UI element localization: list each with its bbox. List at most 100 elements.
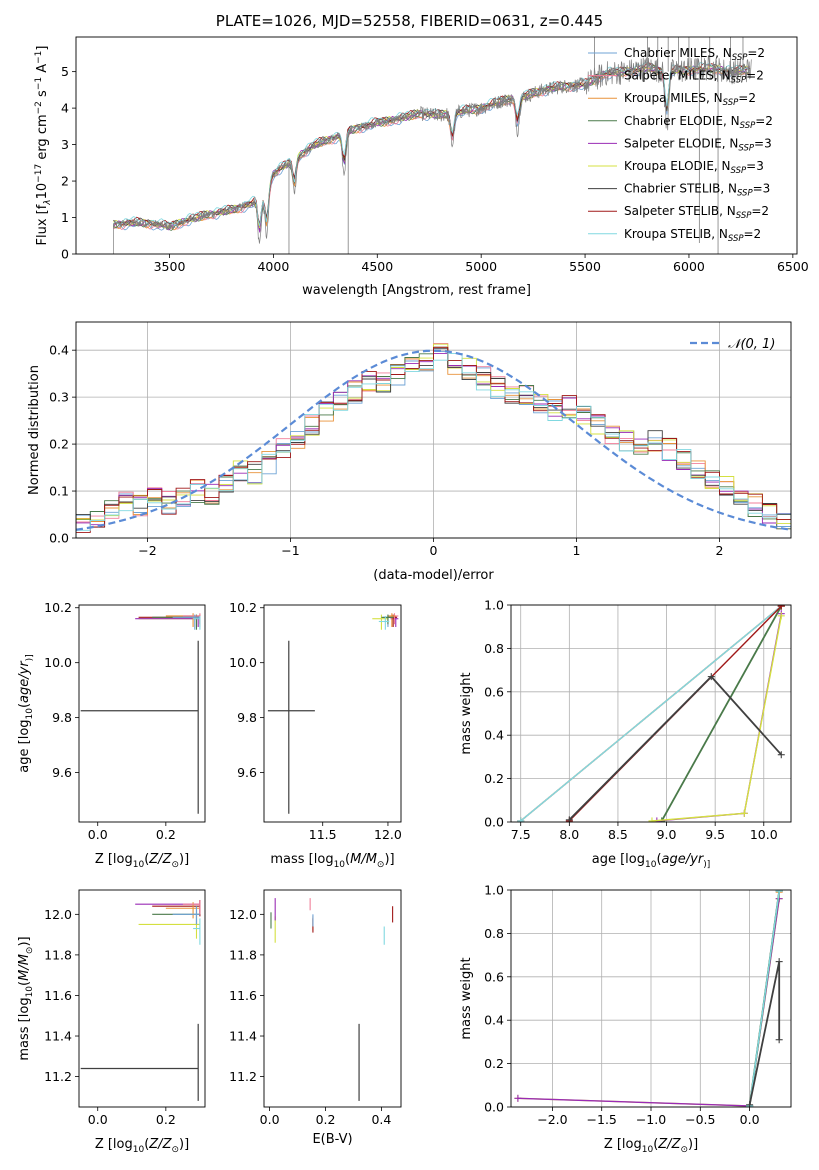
z-age-plot-area bbox=[80, 613, 201, 814]
y-tick-label: 0.4 bbox=[484, 1013, 504, 1028]
mass-age-xlabel: mass [log10(M/M⊙)] bbox=[270, 852, 394, 870]
z-mass-xlabel: Z [log10(Z/Z⊙)] bbox=[95, 1137, 189, 1155]
x-tick-label: −2.0 bbox=[537, 1112, 567, 1127]
y-tick-label: 11.6 bbox=[229, 988, 257, 1003]
spectrum-ylabel: Flux [fλ10−17 erg cm−2 s−1 A−1] bbox=[34, 46, 53, 246]
y-tick-label: 1.0 bbox=[484, 598, 504, 613]
residuals-plot-area bbox=[76, 343, 791, 538]
hist-salpeter-stelib bbox=[76, 346, 791, 538]
axes-frame bbox=[75, 36, 798, 255]
y-tick-label: 2 bbox=[61, 174, 69, 189]
y-tick-label: 0.6 bbox=[484, 684, 504, 699]
x-tick-label: 0.2 bbox=[156, 827, 176, 842]
y-tick-label: 10.0 bbox=[44, 655, 72, 670]
z-weight-xlabel: Z [log10(Z/Z⊙)] bbox=[604, 1137, 698, 1155]
legend-normal: 𝒩(0, 1) bbox=[728, 337, 775, 352]
y-tick-label: 10.0 bbox=[229, 655, 257, 670]
x-tick-label: 4500 bbox=[361, 259, 393, 274]
y-tick-label: 0.2 bbox=[484, 1056, 504, 1071]
y-tick-label: 0.4 bbox=[484, 728, 504, 743]
y-tick-label: 11.2 bbox=[229, 1069, 257, 1084]
x-tick-label: 12.0 bbox=[374, 827, 402, 842]
weight-line-kroupa-stelib bbox=[520, 605, 782, 822]
weight-line-salpeter-elodie bbox=[517, 898, 780, 1107]
z-mass-panel: 0.0 0.2 11.2 11.4 11.6 11.8 12.0 Z [log10(Z/Z⊙)… bbox=[17, 889, 206, 1155]
y-tick-label: 0.3 bbox=[49, 390, 69, 405]
y-tick-label: 0.8 bbox=[484, 926, 504, 941]
x-tick-label: −2 bbox=[138, 543, 156, 558]
weight-line-kroupa-stelib bbox=[748, 891, 780, 1106]
x-tick-label: 9.5 bbox=[705, 827, 725, 842]
age-weight-plot-area bbox=[517, 605, 785, 822]
ebv-mass-xlabel: E(B-V) bbox=[312, 1132, 352, 1147]
axes-frame bbox=[78, 604, 206, 823]
residuals-xlabel: (data-model)/error bbox=[373, 568, 494, 583]
legend-entry: Salpeter STELIB, NSSP=2 bbox=[624, 204, 769, 221]
x-tick-label: −1.5 bbox=[587, 1112, 617, 1127]
spectrum-ylabel-text: Flux [fλ10−17 erg cm−2 s−1 A−1] bbox=[34, 46, 53, 246]
axes-frame bbox=[510, 604, 792, 823]
y-tick-label: 0.6 bbox=[484, 969, 504, 984]
y-tick-label: 11.4 bbox=[229, 1029, 257, 1044]
y-tick-label: 9.8 bbox=[237, 710, 257, 725]
residuals-panel: −2 −1 0 1 2 0.0 0.1 0.2 0.3 0.4 (data-model)/error… bbox=[27, 321, 792, 583]
data-spectrum bbox=[113, 55, 752, 254]
x-tick-label: 8.5 bbox=[608, 827, 628, 842]
normal-curve bbox=[76, 349, 791, 531]
x-tick-label: 5500 bbox=[569, 259, 601, 274]
y-tick-label: 11.2 bbox=[44, 1069, 72, 1084]
x-tick-label: 11.5 bbox=[309, 827, 337, 842]
y-tick-label: 3 bbox=[61, 137, 69, 152]
x-tick-label: 3500 bbox=[154, 259, 186, 274]
z-mass-ylabel: mass [log10(M/M⊙)] bbox=[17, 936, 35, 1060]
y-tick-label: 12.0 bbox=[44, 907, 72, 922]
axes-frame bbox=[510, 889, 792, 1108]
x-tick-label: −0.5 bbox=[685, 1112, 715, 1127]
x-tick-label: 0.2 bbox=[316, 1112, 336, 1127]
y-tick-label: 12.0 bbox=[229, 907, 257, 922]
legend-entry: Kroupa STELIB, NSSP=2 bbox=[624, 227, 761, 244]
ebv-mass-plot-area bbox=[270, 898, 394, 1101]
y-tick-label: 11.8 bbox=[229, 947, 257, 962]
x-tick-label: 0.2 bbox=[156, 1112, 176, 1127]
legend-entry: Kroupa MILES, NSSP=2 bbox=[624, 91, 756, 108]
ebv-mass-panel: 0.0 0.2 0.4 11.2 11.4 11.6 11.8 12.0 E(B-V) bbox=[229, 889, 402, 1147]
y-tick-label: 9.6 bbox=[237, 765, 257, 780]
weight-line-kroupa-elodie bbox=[517, 898, 780, 1107]
y-tick-label: 10.2 bbox=[44, 600, 72, 615]
z-age-ylabel-text: age [log10(age/yr)] bbox=[17, 654, 35, 772]
mass-age-panel: 11.5 12.0 9.6 9.8 10.0 10.2 mass [log10(M/M⊙)] bbox=[229, 600, 402, 870]
spectrum-plot-area bbox=[113, 37, 752, 254]
y-tick-label: 0.0 bbox=[49, 531, 69, 546]
y-tick-label: 10.2 bbox=[229, 600, 257, 615]
model-line-kroupa-stelib bbox=[113, 61, 751, 227]
x-tick-label: 0.0 bbox=[260, 1112, 280, 1127]
age-weight-panel: 7.5 8.0 8.5 9.0 9.5 10.0 0.0 0.2 0.4 0.6 0.8 1.0 age… bbox=[459, 598, 792, 870]
y-tick-label: 0.0 bbox=[484, 1100, 504, 1115]
y-tick-label: 0.2 bbox=[484, 771, 504, 786]
age-weight-xlabel: age [log10(age/yr)] bbox=[592, 852, 710, 870]
y-tick-label: 0 bbox=[61, 247, 69, 262]
legend-entry: Chabrier MILES, NSSP=2 bbox=[624, 46, 765, 63]
legend-entry: Chabrier STELIB, NSSP=3 bbox=[624, 182, 770, 199]
x-tick-label: 2 bbox=[716, 543, 724, 558]
x-tick-label: 0.0 bbox=[88, 1112, 108, 1127]
y-tick-label: 0.0 bbox=[484, 815, 504, 830]
y-tick-label: 0.4 bbox=[49, 343, 69, 358]
z-weight-plot-area bbox=[514, 890, 783, 1107]
y-tick-label: 0.2 bbox=[49, 437, 69, 452]
z-weight-panel: −2.0 −1.5 −1.0 −0.5 0.0 0.0 0.2 0.4 0.6 0.8 1.0 Z [… bbox=[459, 883, 792, 1155]
x-tick-label: −1 bbox=[281, 543, 299, 558]
x-tick-label: 0.0 bbox=[88, 827, 108, 842]
x-tick-label: 7.5 bbox=[511, 827, 531, 842]
axes-frame bbox=[78, 889, 206, 1108]
legend-entry: Kroupa ELODIE, NSSP=3 bbox=[624, 159, 764, 176]
z-age-xlabel: Z [log10(Z/Z⊙)] bbox=[95, 852, 189, 870]
spectrum-panel: 3500 4000 4500 5000 5500 6000 6500 0 1 2 3 4 5 wavele… bbox=[34, 36, 809, 298]
x-tick-label: 10.0 bbox=[750, 827, 778, 842]
model-line-salpeter-stelib bbox=[113, 62, 751, 227]
residuals-ylabel: Normed distribution bbox=[27, 365, 42, 495]
y-tick-label: 1 bbox=[61, 210, 69, 225]
z-weight-ylabel: mass weight bbox=[459, 957, 474, 1039]
